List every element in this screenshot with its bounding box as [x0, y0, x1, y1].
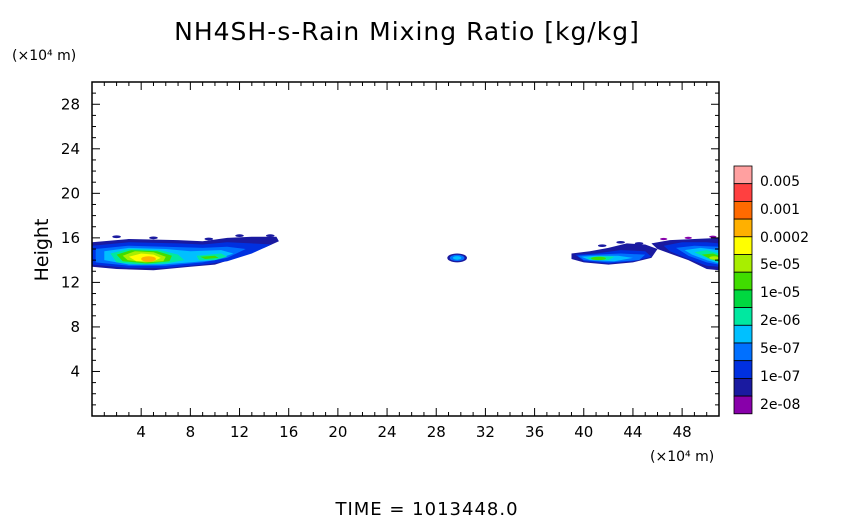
- contour-fill: [200, 255, 219, 259]
- x-tick-label: 4: [136, 423, 146, 441]
- contour-fill: [452, 256, 462, 260]
- colorbar-swatch: [733, 324, 753, 344]
- y-unit-label: (×10⁴ m): [12, 48, 76, 64]
- colorbar-label: 1e-07: [760, 369, 800, 385]
- x-tick-label: 28: [427, 423, 446, 441]
- x-tick-label: 32: [476, 423, 495, 441]
- x-tick-label: 40: [574, 423, 593, 441]
- y-tick-label: 24: [61, 140, 80, 158]
- x-tick-label: 48: [673, 423, 692, 441]
- colorbar-swatch: [733, 165, 753, 185]
- contour-fill: [591, 256, 606, 261]
- x-tick-label: 12: [230, 423, 249, 441]
- colorbar-swatch: [733, 271, 753, 291]
- colorbar-swatch: [733, 307, 753, 326]
- colorbar-swatch: [733, 377, 753, 397]
- contour-speck: [634, 242, 644, 245]
- contour-speck: [112, 235, 121, 239]
- contour-speck: [204, 237, 214, 241]
- data-field: [92, 234, 719, 271]
- contour-speck: [265, 234, 275, 237]
- time-footer: TIME = 1013448.0: [334, 499, 518, 519]
- colorbar-swatch: [733, 360, 753, 379]
- x-tick-label: 44: [623, 423, 642, 441]
- y-tick-label: 4: [70, 362, 80, 380]
- colorbar-swatch: [733, 236, 753, 255]
- x-tick-label: 20: [328, 423, 347, 441]
- colorbar-swatch: [733, 183, 753, 202]
- contour-speck: [149, 236, 158, 240]
- rain-peak: [141, 256, 156, 262]
- colorbar-swatch: [733, 254, 753, 273]
- colorbar-label: 2e-08: [760, 397, 800, 413]
- colorbar-swatch: [733, 218, 753, 238]
- contour-speck: [684, 236, 692, 239]
- chart-title: NH4SH-s-Rain Mixing Ratio [kg/kg]: [174, 17, 640, 46]
- y-axis-label: Height: [31, 219, 53, 282]
- x-tick-label: 16: [279, 423, 298, 441]
- contour-speck: [235, 234, 244, 237]
- y-tick-label: 8: [70, 318, 80, 336]
- contour-speck: [597, 244, 607, 247]
- y-tick-label: 16: [61, 229, 80, 247]
- colorbar-swatch: [733, 289, 753, 308]
- colorbar-label: 1e-05: [760, 285, 800, 301]
- colorbar-label: 2e-06: [760, 313, 800, 329]
- colorbar-swatch: [733, 342, 753, 362]
- colorbar-label: 0.0002: [760, 230, 809, 246]
- contour-speck: [616, 240, 625, 244]
- colorbar: 0.005 0.001 0.0002 5e-05 1e-05 2e-06 5e-07 1e-0…: [733, 165, 809, 415]
- x-tick-label: 24: [378, 423, 397, 441]
- y-tick-label: 20: [61, 184, 80, 202]
- colorbar-label: 5e-07: [760, 341, 800, 357]
- y-tick-label: 28: [61, 95, 80, 113]
- colorbar-label: 5e-05: [760, 257, 800, 273]
- colorbar-swatch: [733, 395, 753, 415]
- colorbar-label: 0.005: [760, 174, 800, 190]
- y-tick-label: 12: [61, 273, 80, 291]
- contour-fill: [709, 256, 719, 260]
- contour-speck: [659, 237, 668, 241]
- contour-speck: [709, 235, 717, 238]
- x-tick-label: 8: [186, 423, 196, 441]
- x-tick-label: 36: [525, 423, 544, 441]
- colorbar-swatch: [733, 200, 753, 220]
- colorbar-label: 0.001: [760, 202, 800, 218]
- x-unit-label: (×10⁴ m): [650, 449, 714, 465]
